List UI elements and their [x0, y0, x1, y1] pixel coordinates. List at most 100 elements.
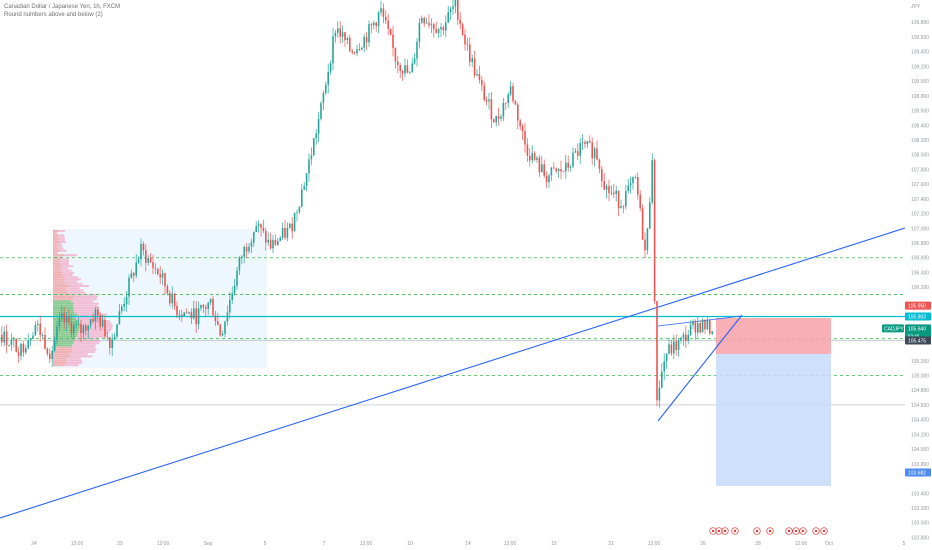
candle-body — [377, 12, 380, 27]
candle-body — [469, 44, 471, 63]
candle-body — [673, 341, 675, 354]
candle-body — [219, 324, 221, 336]
candle-body — [329, 63, 332, 72]
candle-body — [20, 343, 22, 356]
candle-body — [550, 167, 553, 176]
profile-bar-up — [53, 357, 66, 360]
candle-body — [221, 333, 224, 336]
profile-bar-up — [53, 355, 71, 358]
candle-body — [680, 337, 682, 341]
economic-event-icon — [792, 527, 800, 535]
time-axis-label: 12:00 — [157, 541, 170, 547]
profit-target-zone[interactable] — [716, 354, 831, 486]
candle-body — [298, 206, 301, 213]
candle-body — [591, 142, 593, 159]
price-axis-tick: 106.800 — [911, 241, 929, 247]
candle-body — [63, 313, 65, 323]
candle-body — [145, 250, 147, 263]
profile-bar-up — [53, 346, 73, 349]
profile-bar-up — [53, 353, 69, 356]
profile-bar-up — [53, 241, 59, 243]
candle-body — [440, 26, 442, 30]
candle-body — [711, 331, 713, 334]
candle-body — [625, 191, 627, 207]
price-axis[interactable]: JPY 109.800 109.600 109.400 109.200 109.000 10… — [882, 4, 931, 541]
profile-bar-down — [57, 245, 63, 248]
profile-bar-down — [77, 333, 108, 336]
candle-body — [286, 227, 289, 238]
ascending-trendline[interactable] — [0, 227, 906, 519]
candle-body — [502, 102, 505, 117]
profile-bar-up — [53, 302, 74, 305]
candle-body — [687, 334, 689, 342]
candle-body — [401, 70, 404, 74]
candle-body — [505, 102, 507, 104]
candle-body — [574, 151, 577, 153]
candle-body — [692, 321, 694, 326]
candle-body — [322, 93, 325, 104]
candle-body — [586, 141, 589, 145]
candle-body — [353, 52, 356, 54]
profile-bar-up — [53, 263, 61, 265]
candle-body — [159, 274, 161, 278]
profile-bar-up — [53, 252, 56, 254]
candle-body — [207, 302, 209, 309]
profile-bar-up — [53, 359, 67, 362]
candle-body — [598, 159, 601, 169]
candle-body — [601, 168, 603, 182]
candle-body — [202, 304, 205, 308]
candle-body — [334, 32, 337, 37]
profile-bar-down — [66, 289, 84, 292]
stop-loss-zone[interactable] — [716, 318, 831, 354]
candle-body — [524, 131, 526, 145]
candle-body — [339, 28, 341, 37]
candle-body — [531, 153, 533, 161]
time-axis-label: 12:00 — [360, 541, 373, 547]
symbol-tag: CADJPY — [884, 326, 904, 332]
profile-bar-down — [57, 247, 64, 250]
candle-body — [473, 58, 476, 76]
candle-body — [267, 239, 269, 243]
time-axis-label: 21 — [608, 541, 614, 547]
profile-bar-down — [73, 302, 100, 305]
economic-event-dot — [822, 529, 826, 533]
candle-body — [521, 126, 524, 132]
candle-body — [464, 34, 466, 45]
profile-bar-down — [79, 326, 113, 329]
economic-event-icon — [721, 527, 729, 535]
time-axis[interactable]: 24 12:00 29 12:00 Sep 5 7 12:00 10 14 12:00 15 21 12:… — [31, 541, 905, 547]
stop-price-tag: 105.950 — [908, 304, 926, 310]
profile-bar-up — [53, 313, 78, 316]
candle-body — [380, 8, 382, 13]
candle-body — [668, 344, 670, 354]
candle-body — [675, 341, 677, 351]
profile-bar-down — [71, 351, 95, 353]
profile-bar-up — [53, 249, 60, 252]
indicator-label: Round numbers above and below (2) — [4, 12, 103, 18]
profile-bar-up — [53, 322, 80, 325]
candle-body — [421, 18, 423, 23]
candle-body — [413, 58, 416, 64]
triangle-lower-trendline[interactable] — [657, 314, 743, 422]
candlestick-series — [1, 0, 713, 408]
candle-body — [617, 190, 620, 208]
candle-body — [121, 306, 123, 312]
candle-body — [409, 72, 411, 74]
profile-bar-up — [53, 298, 73, 301]
profile-bar-up — [53, 304, 73, 307]
candle-body — [109, 337, 111, 349]
profile-bar-up — [53, 258, 61, 261]
price-axis-tick: 107.200 — [911, 212, 929, 218]
candle-body — [41, 335, 44, 336]
economic-events-row[interactable] — [709, 527, 828, 535]
candle-body — [315, 133, 317, 139]
candle-body — [449, 8, 452, 13]
profile-bar-down — [74, 340, 101, 342]
profile-bar-up — [53, 234, 58, 237]
candle-body — [327, 71, 329, 85]
price-axis-tick: 106.600 — [911, 256, 929, 262]
candle-body — [454, 0, 457, 7]
candle-body — [32, 335, 34, 339]
support-price-tag-bg — [905, 336, 931, 345]
